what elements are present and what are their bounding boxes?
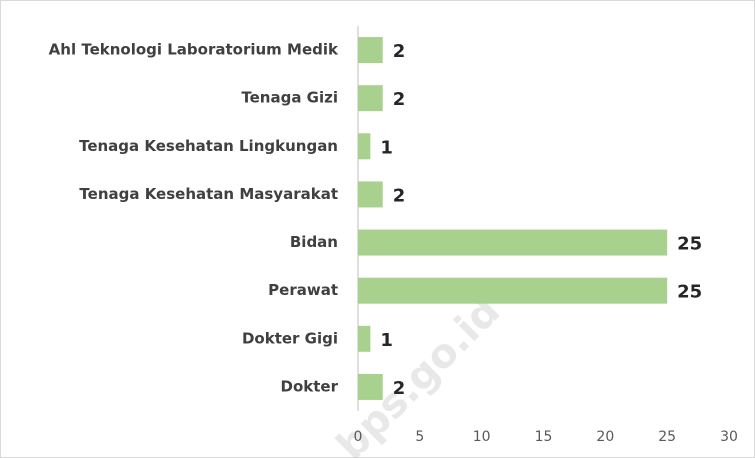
y-tick-label: Ahl Teknologi Laboratorium Medik: [49, 41, 339, 59]
bar: [358, 85, 383, 112]
value-label: 2: [393, 378, 406, 399]
bar: [358, 37, 383, 64]
x-tick-label: 30: [720, 429, 738, 445]
bar: [358, 277, 668, 304]
bar: [358, 373, 383, 400]
x-tick-label: 5: [415, 429, 424, 445]
value-label: 1: [380, 137, 393, 158]
value-label: 2: [393, 185, 406, 206]
x-tick-label: 15: [535, 429, 553, 445]
y-tick-label: Tenaga Kesehatan Lingkungan: [79, 137, 338, 155]
y-tick-label: Perawat: [268, 281, 338, 299]
x-tick-label: 20: [596, 429, 614, 445]
x-tick-label: 25: [658, 429, 676, 445]
y-tick-label: Tenaga Gizi: [241, 89, 338, 107]
bar: [358, 181, 383, 208]
y-tick-label: Dokter: [281, 377, 339, 395]
value-label: 2: [393, 89, 406, 110]
bar: [358, 133, 371, 160]
value-label: 25: [677, 282, 702, 303]
bar: [358, 229, 668, 256]
y-tick-label: Bidan: [290, 233, 338, 251]
y-tick-label: Dokter Gigi: [242, 329, 338, 347]
value-label: 1: [380, 330, 393, 351]
x-tick-label: 10: [473, 429, 491, 445]
x-tick-label: 0: [354, 429, 363, 445]
bar: [358, 325, 371, 352]
value-label: 25: [677, 234, 702, 255]
y-tick-label: Tenaga Kesehatan Masyarakat: [79, 185, 338, 203]
value-label: 2: [393, 41, 406, 62]
